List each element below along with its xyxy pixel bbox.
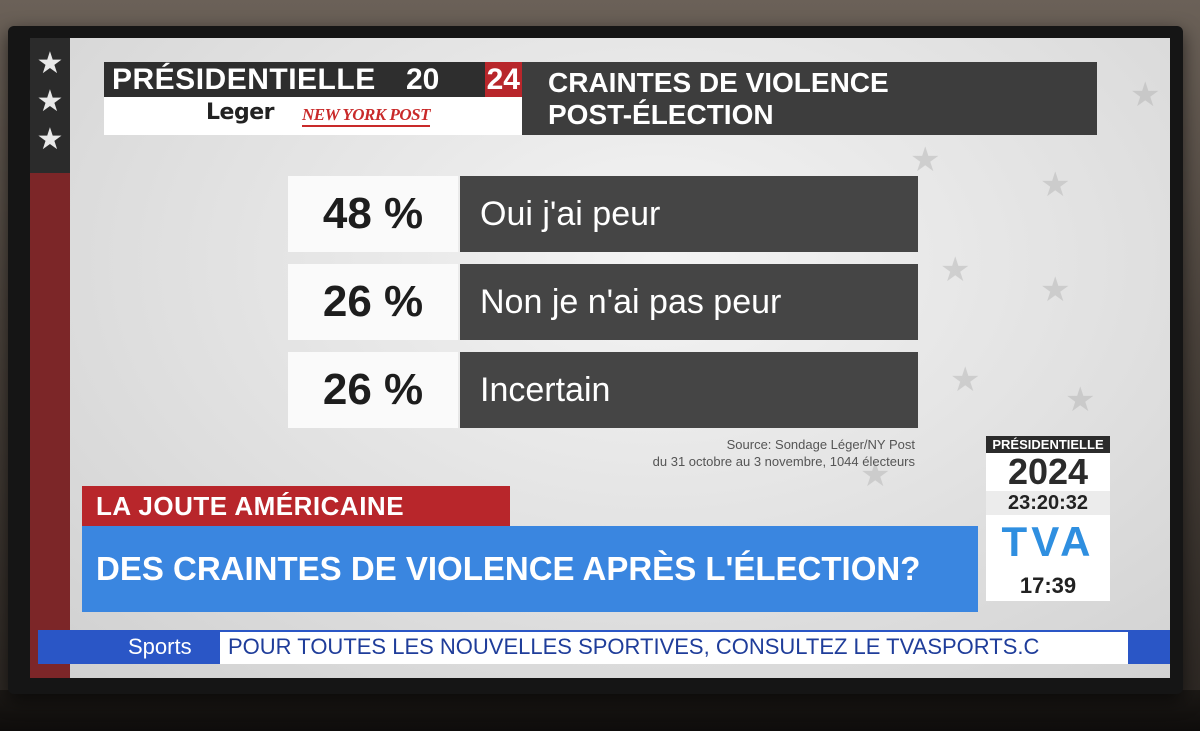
flag-star-box: ★ ★ ★: [30, 38, 70, 173]
clock: 17:39: [986, 571, 1110, 601]
background-star-icon: ★: [1130, 76, 1161, 114]
tva-logo: TVA: [986, 515, 1110, 571]
countdown-timer: 23:20:32: [986, 491, 1110, 515]
background-star-icon: ★: [1040, 271, 1071, 309]
segment-tag: LA JOUTE AMÉRICAINE: [82, 486, 510, 526]
result-row: 26 % Non je n'ai pas peur: [288, 264, 918, 340]
ticker-rule: [38, 630, 1170, 632]
news-ticker: Sports POUR TOUTES LES NOUVELLES SPORTIV…: [38, 630, 1170, 664]
result-row: 48 % Oui j'ai peur: [288, 176, 918, 252]
brand-title: PRÉSIDENTIELLE 20 24: [104, 62, 522, 97]
result-label: Non je n'ai pas peur: [480, 283, 782, 321]
source-line-1: Source: Sondage Léger/NY Post: [726, 437, 915, 452]
headline-bar: DES CRAINTES DE VIOLENCE APRÈS L'ÉLECTIO…: [82, 526, 978, 612]
nypost-logo: NEW YORK POST: [302, 105, 430, 127]
brand-word: PRÉSIDENTIELLE: [112, 63, 376, 96]
brand-year-part-1: 20: [404, 62, 442, 97]
background-star-icon: ★: [1065, 381, 1096, 419]
corner-title: PRÉSIDENTIELLE: [986, 436, 1110, 453]
result-label-box: Oui j'ai peur: [460, 176, 918, 252]
ticker-label-box: Sports: [38, 630, 220, 664]
result-percent: 26 %: [288, 352, 458, 428]
segment-label: LA JOUTE AMÉRICAINE: [96, 491, 405, 521]
graphic-title: CRAINTES DE VIOLENCE POST-ÉLECTION: [522, 62, 1097, 135]
graphic-title-line-2: POST-ÉLECTION: [548, 99, 774, 130]
corner-year: 2024: [986, 453, 1110, 491]
result-label: Incertain: [480, 371, 611, 409]
star-icon: ★: [36, 47, 64, 80]
tv-screen: ★ ★ ★ ★ ★ ★ ★ ★ ★ ★ ★ PRÉSIDENTIELLE 20 …: [30, 38, 1170, 678]
brand-year: 20 24: [404, 62, 522, 97]
result-percent: 26 %: [288, 264, 458, 340]
source-note: Source: Sondage Léger/NY Post du 31 octo…: [560, 436, 915, 470]
background-star-icon: ★: [860, 456, 891, 494]
source-line-2: du 31 octobre au 3 novembre, 1044 électe…: [652, 454, 915, 469]
corner-bug: PRÉSIDENTIELLE 2024 23:20:32 TVA 17:39: [986, 436, 1110, 601]
star-icon: ★: [36, 85, 64, 118]
background-star-icon: ★: [1040, 166, 1071, 204]
tv-stand: [0, 690, 1200, 731]
result-label-box: Incertain: [460, 352, 918, 428]
result-row: 26 % Incertain: [288, 352, 918, 428]
background-star-icon: ★: [940, 251, 971, 289]
result-percent: 48 %: [288, 176, 458, 252]
flag-band: ★ ★ ★: [30, 38, 70, 678]
ticker-end-cap: [1128, 630, 1170, 664]
result-label: Oui j'ai peur: [480, 195, 661, 233]
star-icon: ★: [36, 123, 64, 156]
ticker-label: Sports: [128, 634, 192, 659]
leger-logo: Leger: [206, 100, 274, 125]
result-label-box: Non je n'ai pas peur: [460, 264, 918, 340]
ticker-text: POUR TOUTES LES NOUVELLES SPORTIVES, CON…: [228, 634, 1040, 659]
graphic-title-line-1: CRAINTES DE VIOLENCE: [548, 67, 889, 98]
headline-text: DES CRAINTES DE VIOLENCE APRÈS L'ÉLECTIO…: [96, 550, 921, 587]
background-star-icon: ★: [950, 361, 981, 399]
background-star-icon: ★: [910, 141, 941, 179]
brand-panel: PRÉSIDENTIELLE 20 24 Leger NEW YORK POST: [104, 62, 522, 135]
brand-year-part-2: 24: [484, 62, 522, 97]
